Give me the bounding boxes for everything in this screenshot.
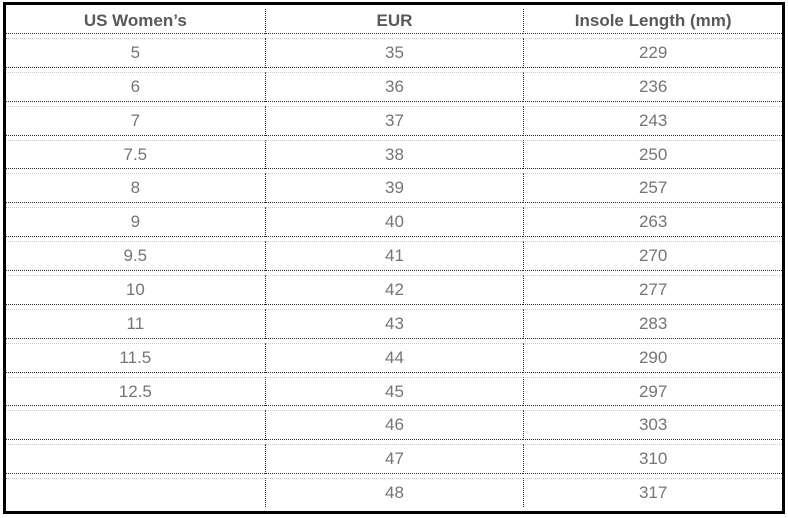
cell-us-womens: 11 [6,308,265,339]
cell-us-womens: 5 [6,38,265,68]
size-chart-frame: US Women’s EUR Insole Length (mm) 5 35 2… [3,2,785,514]
cell-us-womens: 9 [6,207,265,238]
table-row: 10 42 277 [6,275,782,305]
cell-eur: 37 [264,105,524,136]
table-row: 8 39 257 [6,173,782,204]
cell-us-womens: 10 [6,275,265,305]
table-row: 6 36 236 [6,71,782,102]
cell-us-womens: 11.5 [6,342,265,373]
cell-insole-length: 270 [523,241,782,272]
table-row: 5 35 229 [6,38,782,68]
cell-eur: 46 [264,410,524,441]
cell-insole-length: 290 [523,342,782,373]
cell-eur: 43 [264,308,524,339]
cell-insole-length: 257 [523,173,782,204]
cell-us-womens: 6 [6,71,265,102]
cell-us-womens: 8 [6,173,265,204]
column-header-insole-length: Insole Length (mm) [523,9,782,34]
cell-insole-length: 310 [523,444,782,475]
cell-insole-length: 297 [523,376,782,407]
table-row: 7.5 38 250 [6,139,782,170]
cell-insole-length: 317 [523,478,782,507]
table-row: 9.5 41 270 [6,241,782,272]
cell-eur: 48 [264,478,524,507]
cell-eur: 44 [264,342,524,373]
size-conversion-table: US Women’s EUR Insole Length (mm) 5 35 2… [6,5,782,511]
cell-insole-length: 250 [523,139,782,170]
cell-us-womens [6,410,265,441]
table-row: 48 317 [6,478,782,507]
column-header-eur: EUR [264,9,524,34]
cell-us-womens: 7.5 [6,139,265,170]
table-row: 11.5 44 290 [6,342,782,373]
cell-insole-length: 243 [523,105,782,136]
cell-us-womens [6,478,265,507]
cell-insole-length: 303 [523,410,782,441]
header-row: US Women’s EUR Insole Length (mm) [6,9,782,34]
table-row: 47 310 [6,444,782,475]
table-body: 5 35 229 6 36 236 7 37 243 7.5 38 250 8 … [6,38,782,507]
cell-us-womens [6,444,265,475]
cell-eur: 36 [264,71,524,102]
column-header-us-womens: US Women’s [6,9,265,34]
cell-eur: 41 [264,241,524,272]
cell-eur: 38 [264,139,524,170]
cell-insole-length: 283 [523,308,782,339]
cell-insole-length: 277 [523,275,782,305]
cell-eur: 47 [264,444,524,475]
table-row: 12.5 45 297 [6,376,782,407]
table-row: 46 303 [6,410,782,441]
cell-insole-length: 236 [523,71,782,102]
cell-eur: 45 [264,376,524,407]
cell-us-womens: 7 [6,105,265,136]
table-row: 7 37 243 [6,105,782,136]
cell-us-womens: 9.5 [6,241,265,272]
cell-us-womens: 12.5 [6,376,265,407]
cell-eur: 35 [264,38,524,68]
cell-insole-length: 229 [523,38,782,68]
table-header: US Women’s EUR Insole Length (mm) [6,9,782,34]
cell-eur: 42 [264,275,524,305]
cell-eur: 39 [264,173,524,204]
table-row: 11 43 283 [6,308,782,339]
table-row: 9 40 263 [6,207,782,238]
cell-insole-length: 263 [523,207,782,238]
cell-eur: 40 [264,207,524,238]
